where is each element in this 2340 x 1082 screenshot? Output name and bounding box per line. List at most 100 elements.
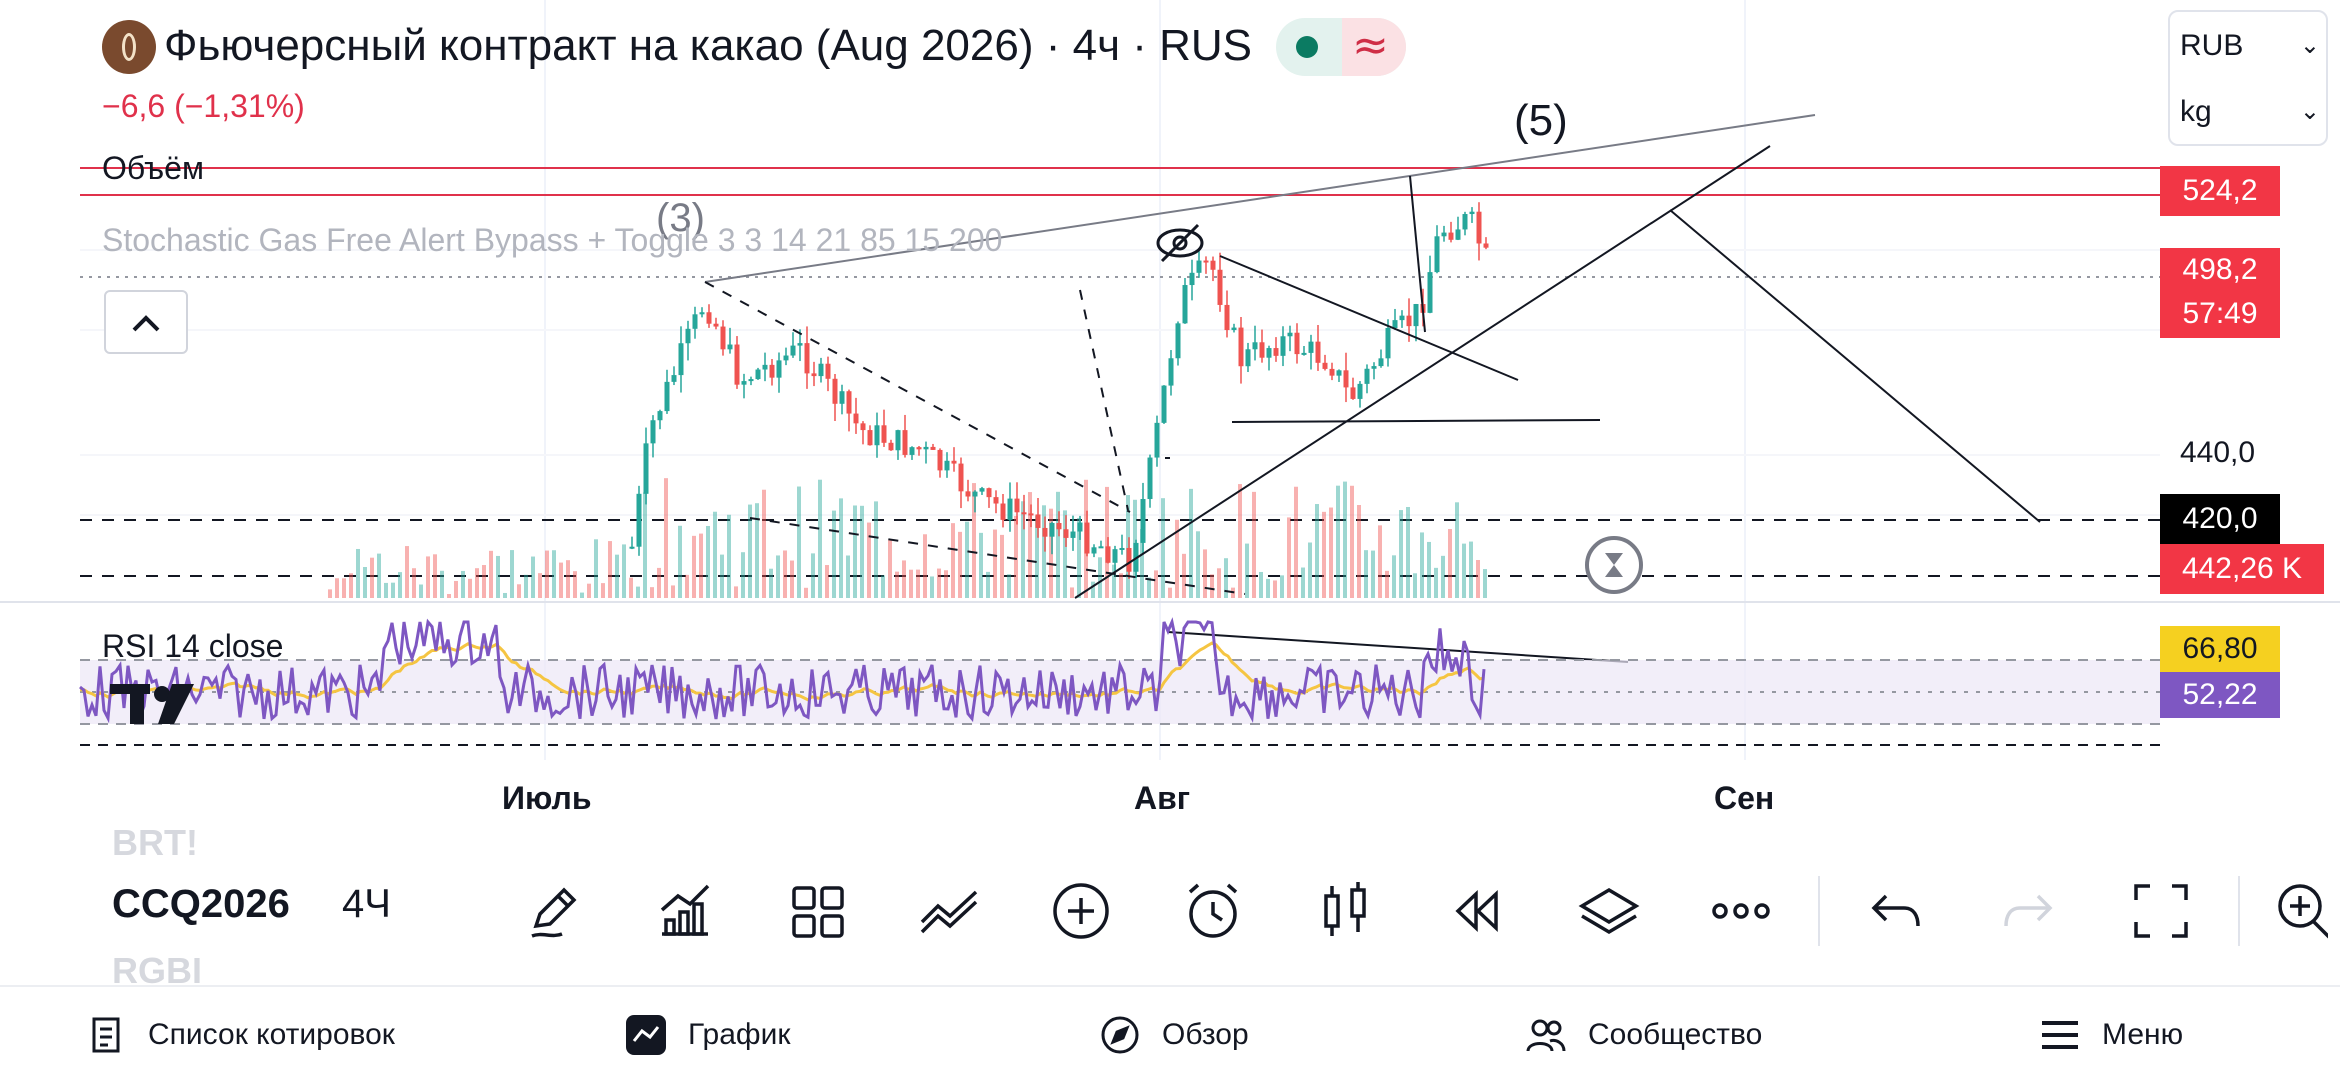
volume-bar xyxy=(1175,519,1179,598)
candle-body xyxy=(1483,243,1489,248)
candle-body xyxy=(1084,522,1090,554)
volume-bar xyxy=(1147,577,1151,598)
candle-body xyxy=(1077,522,1083,532)
volume-bar xyxy=(503,592,507,598)
dashed-drawings xyxy=(704,281,1246,595)
candle-body xyxy=(629,546,635,549)
layers-button[interactable] xyxy=(1574,876,1644,946)
volume-bar xyxy=(363,567,367,598)
volume-bar xyxy=(531,556,535,598)
candle-body xyxy=(804,343,810,374)
candle-body xyxy=(1189,272,1195,286)
volume-bar xyxy=(1252,491,1256,598)
volume-bar xyxy=(1399,510,1403,598)
draw-tool-button[interactable] xyxy=(518,876,588,946)
volume-bar xyxy=(1273,580,1277,598)
bar-countdown-label: 57:49 xyxy=(2160,290,2280,338)
volume-bar xyxy=(1182,553,1186,598)
compare-button[interactable] xyxy=(914,876,984,946)
indicators-button[interactable] xyxy=(650,876,720,946)
replay-button[interactable] xyxy=(1442,876,1512,946)
indicator-legend[interactable]: Stochastic Gas Free Alert Bypass + Toggl… xyxy=(102,222,1003,258)
volume-bar xyxy=(692,535,696,598)
candle-body xyxy=(853,413,859,424)
volume-bar xyxy=(860,505,864,598)
candle-body xyxy=(1392,320,1398,329)
nav-chart[interactable]: График xyxy=(626,987,791,1082)
interval-button[interactable]: 4Ч xyxy=(342,882,391,926)
candle-body xyxy=(1259,342,1265,358)
fullscreen-icon xyxy=(2134,884,2188,938)
volume-bar xyxy=(1301,567,1305,598)
undo-button[interactable] xyxy=(1860,876,1930,946)
candle-body xyxy=(944,460,950,471)
hourglass-icon xyxy=(1585,536,1643,594)
compass-icon xyxy=(1101,1016,1139,1053)
symbol-logo-icon[interactable] xyxy=(102,20,156,74)
bar-style-button[interactable] xyxy=(1310,876,1380,946)
candle-body xyxy=(1315,341,1321,363)
volume-bar xyxy=(1042,505,1046,598)
volume-bar xyxy=(1462,543,1466,598)
volume-legend[interactable]: Объём xyxy=(102,150,204,186)
nav-explore[interactable]: Обзор xyxy=(1100,987,1249,1082)
volume-bar xyxy=(412,568,416,598)
candle-body xyxy=(762,364,768,370)
candle-body xyxy=(1287,332,1293,337)
level-lines xyxy=(80,167,2160,196)
alert-button[interactable] xyxy=(1178,876,1248,946)
unit-selector[interactable]: RUB ⌄ kg ⌄ xyxy=(2168,10,2328,146)
nav-menu-label: Меню xyxy=(2102,1017,2184,1051)
volume-bar xyxy=(706,525,710,598)
nav-menu[interactable]: Меню xyxy=(2040,987,2183,1082)
unit-value: kg xyxy=(2180,95,2212,128)
symbol-button[interactable]: CCQ2026 xyxy=(112,882,290,926)
currency-select[interactable]: RUB ⌄ xyxy=(2180,16,2320,76)
volume-bar xyxy=(1196,531,1200,598)
volume-bar xyxy=(1427,541,1431,598)
volume-bars xyxy=(328,478,1487,598)
unit-select[interactable]: kg ⌄ xyxy=(2180,82,2320,142)
candle-body xyxy=(888,442,894,451)
more-button[interactable] xyxy=(1706,876,1776,946)
candle-body xyxy=(769,364,775,378)
market-status-pill[interactable]: ≈ xyxy=(1276,18,1406,76)
volume-bar xyxy=(1469,541,1473,598)
volume-bar xyxy=(888,539,892,598)
chevron-up-icon xyxy=(132,315,160,332)
symbol-title[interactable]: Фьючерсный контракт на какао (Aug 2026) … xyxy=(164,21,1252,70)
volume-bar xyxy=(405,546,409,598)
volume-bar xyxy=(741,552,745,598)
add-button[interactable] xyxy=(1046,876,1116,946)
volume-bar xyxy=(524,574,528,598)
candle-body xyxy=(846,391,852,414)
volume-bar xyxy=(895,571,899,598)
volume-bar xyxy=(398,572,402,598)
volume-bar xyxy=(979,532,983,598)
rsi-value-label: 66,80 xyxy=(2160,626,2280,672)
volume-bar xyxy=(762,489,766,598)
collapse-legend-button[interactable] xyxy=(104,290,188,354)
candle-body xyxy=(664,381,670,412)
nav-community[interactable]: Сообщество xyxy=(1526,987,1762,1082)
templates-button[interactable] xyxy=(782,876,852,946)
prev-symbol[interactable]: BRT! xyxy=(112,822,198,863)
volume-bar xyxy=(510,550,514,598)
volume-bar xyxy=(328,589,332,598)
fullscreen-button[interactable] xyxy=(2126,876,2196,946)
price-chart[interactable] xyxy=(0,0,2340,800)
volume-bar xyxy=(1329,507,1333,598)
price-axis-tick: 440,0 xyxy=(2180,436,2256,469)
nav-watchlist[interactable]: Список котировок xyxy=(86,987,395,1082)
next-symbol[interactable]: RGBI xyxy=(112,950,202,991)
candle-body xyxy=(1350,387,1356,399)
volume-bar xyxy=(426,556,430,598)
redo-button[interactable] xyxy=(1994,876,2064,946)
candle-body xyxy=(1399,315,1405,321)
rsi-legend[interactable]: RSI 14 close xyxy=(102,628,284,664)
candle-body xyxy=(979,488,985,492)
level-420-label[interactable]: 420,0 xyxy=(2160,494,2280,544)
volume-bar xyxy=(1119,573,1123,598)
level-price-label[interactable]: 524,2 xyxy=(2160,166,2280,216)
zoom-button[interactable] xyxy=(2268,876,2328,946)
